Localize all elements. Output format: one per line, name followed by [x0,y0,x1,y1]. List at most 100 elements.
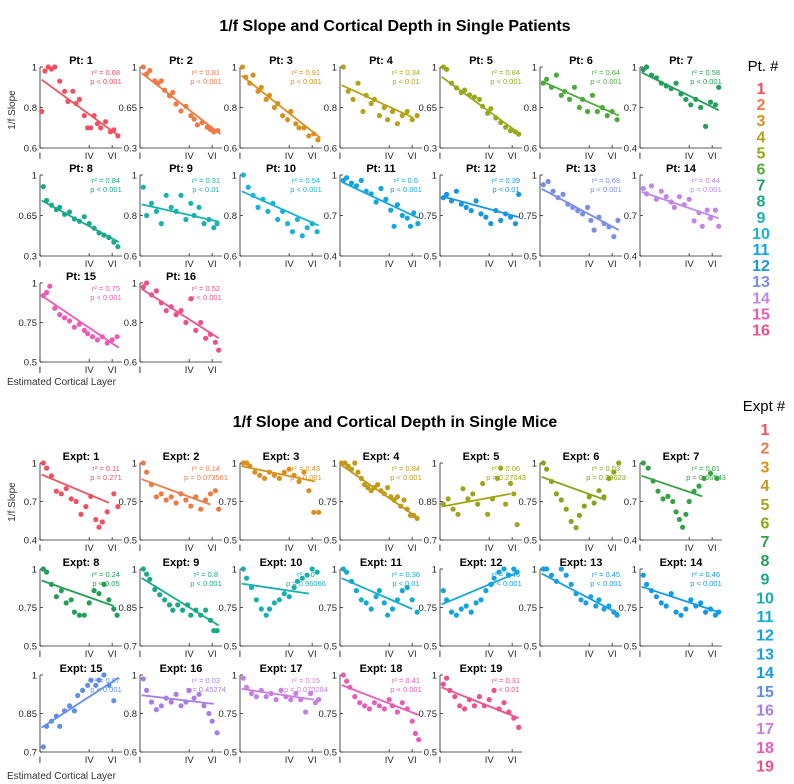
data-point [263,694,269,700]
data-point [645,465,651,471]
y-tick-label: 0.6 [224,252,237,263]
fit-line [641,585,719,613]
data-point [576,104,583,111]
data-point [355,80,361,86]
y-tick-label: 0.8 [224,211,237,222]
p-value-label: p < 0.001 [590,185,622,194]
x-tick-label: IV [85,259,95,270]
x-tick-label: IV [385,151,395,162]
data-point [162,597,168,603]
x-tick-label: VI [208,649,217,660]
data-point [81,113,87,119]
data-point [488,106,494,112]
data-point [178,308,184,314]
y-tick-label: 1 [432,565,437,576]
y-tick-label: 0.85 [19,709,38,720]
y-tick-label: 0.8 [324,103,337,114]
data-point [640,460,646,466]
data-point [52,64,58,70]
data-point [455,511,461,517]
y-tick-label: 0.75 [619,603,638,614]
data-point [258,84,264,90]
data-point [285,117,291,123]
data-point [514,522,520,528]
x-tick-label: VI [108,365,117,376]
data-point [58,491,64,497]
x-tick-label: IV [85,755,95,766]
fit-line [441,571,520,606]
data-point [340,64,346,70]
fit-line [541,80,620,117]
data-point [376,113,382,119]
x-tick-label: IV [285,755,295,766]
data-point [703,123,709,129]
data-point [663,603,669,609]
data-point [473,600,479,606]
data-point [676,516,683,523]
x-tick-label: VI [608,259,617,270]
data-point [340,566,346,572]
x-tick-label: VI [208,755,217,766]
data-point [285,221,291,227]
data-point [101,581,107,588]
data-point [460,486,466,492]
data-point [712,612,719,618]
data-point [63,600,69,606]
legend-entry: 2 [761,441,770,458]
r2-label: r² = 0.06 [492,464,520,473]
data-point [240,172,246,178]
data-point [344,569,350,575]
scatter-panel: 1 0.8 0.6I IV VI Pt: 3r² = 0.91p < 0.001 [224,55,322,162]
y-tick-label: 0.3 [124,144,137,155]
data-point [83,504,89,510]
panel-title: Expt: 19 [460,663,503,675]
r2-label: r² = 0.81 [192,68,220,77]
data-point [114,612,120,618]
x-tick-label: VI [208,151,217,162]
legend-entry: 13 [756,646,774,663]
data-point [611,469,617,475]
panel-title: Pt: 14 [666,163,697,175]
panel-title: Expt: 10 [260,557,303,569]
x-tick-label: I [439,259,442,270]
data-point [153,707,159,713]
data-point [544,76,550,82]
data-point [357,700,363,706]
panel-title: Pt: 9 [169,163,193,175]
x-tick-label: IV [285,649,295,660]
data-point [673,609,679,615]
data-point [583,600,589,606]
r2-label: r² = 0.31 [192,176,220,185]
data-point [163,308,169,314]
x-tick-label: IV [485,543,495,554]
data-point [558,92,564,98]
data-point [511,491,517,497]
data-point [166,602,173,608]
x-tick-label: I [139,649,142,660]
y-tick-label: 1 [532,171,537,182]
y-tick-label: 0.5 [524,252,537,263]
data-point [558,566,564,572]
data-point [140,284,146,290]
x-tick-label: IV [185,649,195,660]
data-point [157,592,163,598]
data-point [578,597,584,603]
x-tick-label: VI [508,543,517,554]
x-tick-label: VI [608,543,617,554]
data-point [701,475,707,481]
scatter-panel: 1 0.75 0.5I IV VI Expt: 4r² = 0.84p < 0.001 [319,451,422,554]
y-tick-label: 0.5 [124,536,137,547]
data-point [501,566,507,572]
data-point [394,121,400,127]
panel-title: Pt: 12 [466,163,496,175]
x-tick-label: I [639,543,642,554]
data-point [360,108,366,115]
data-point [71,324,77,330]
x-tick-label: I [39,649,42,660]
data-point [183,497,189,503]
data-point [440,588,446,594]
data-point [381,104,387,111]
legend-entry: 16 [756,703,774,720]
y-tick-label: 1 [232,565,237,576]
